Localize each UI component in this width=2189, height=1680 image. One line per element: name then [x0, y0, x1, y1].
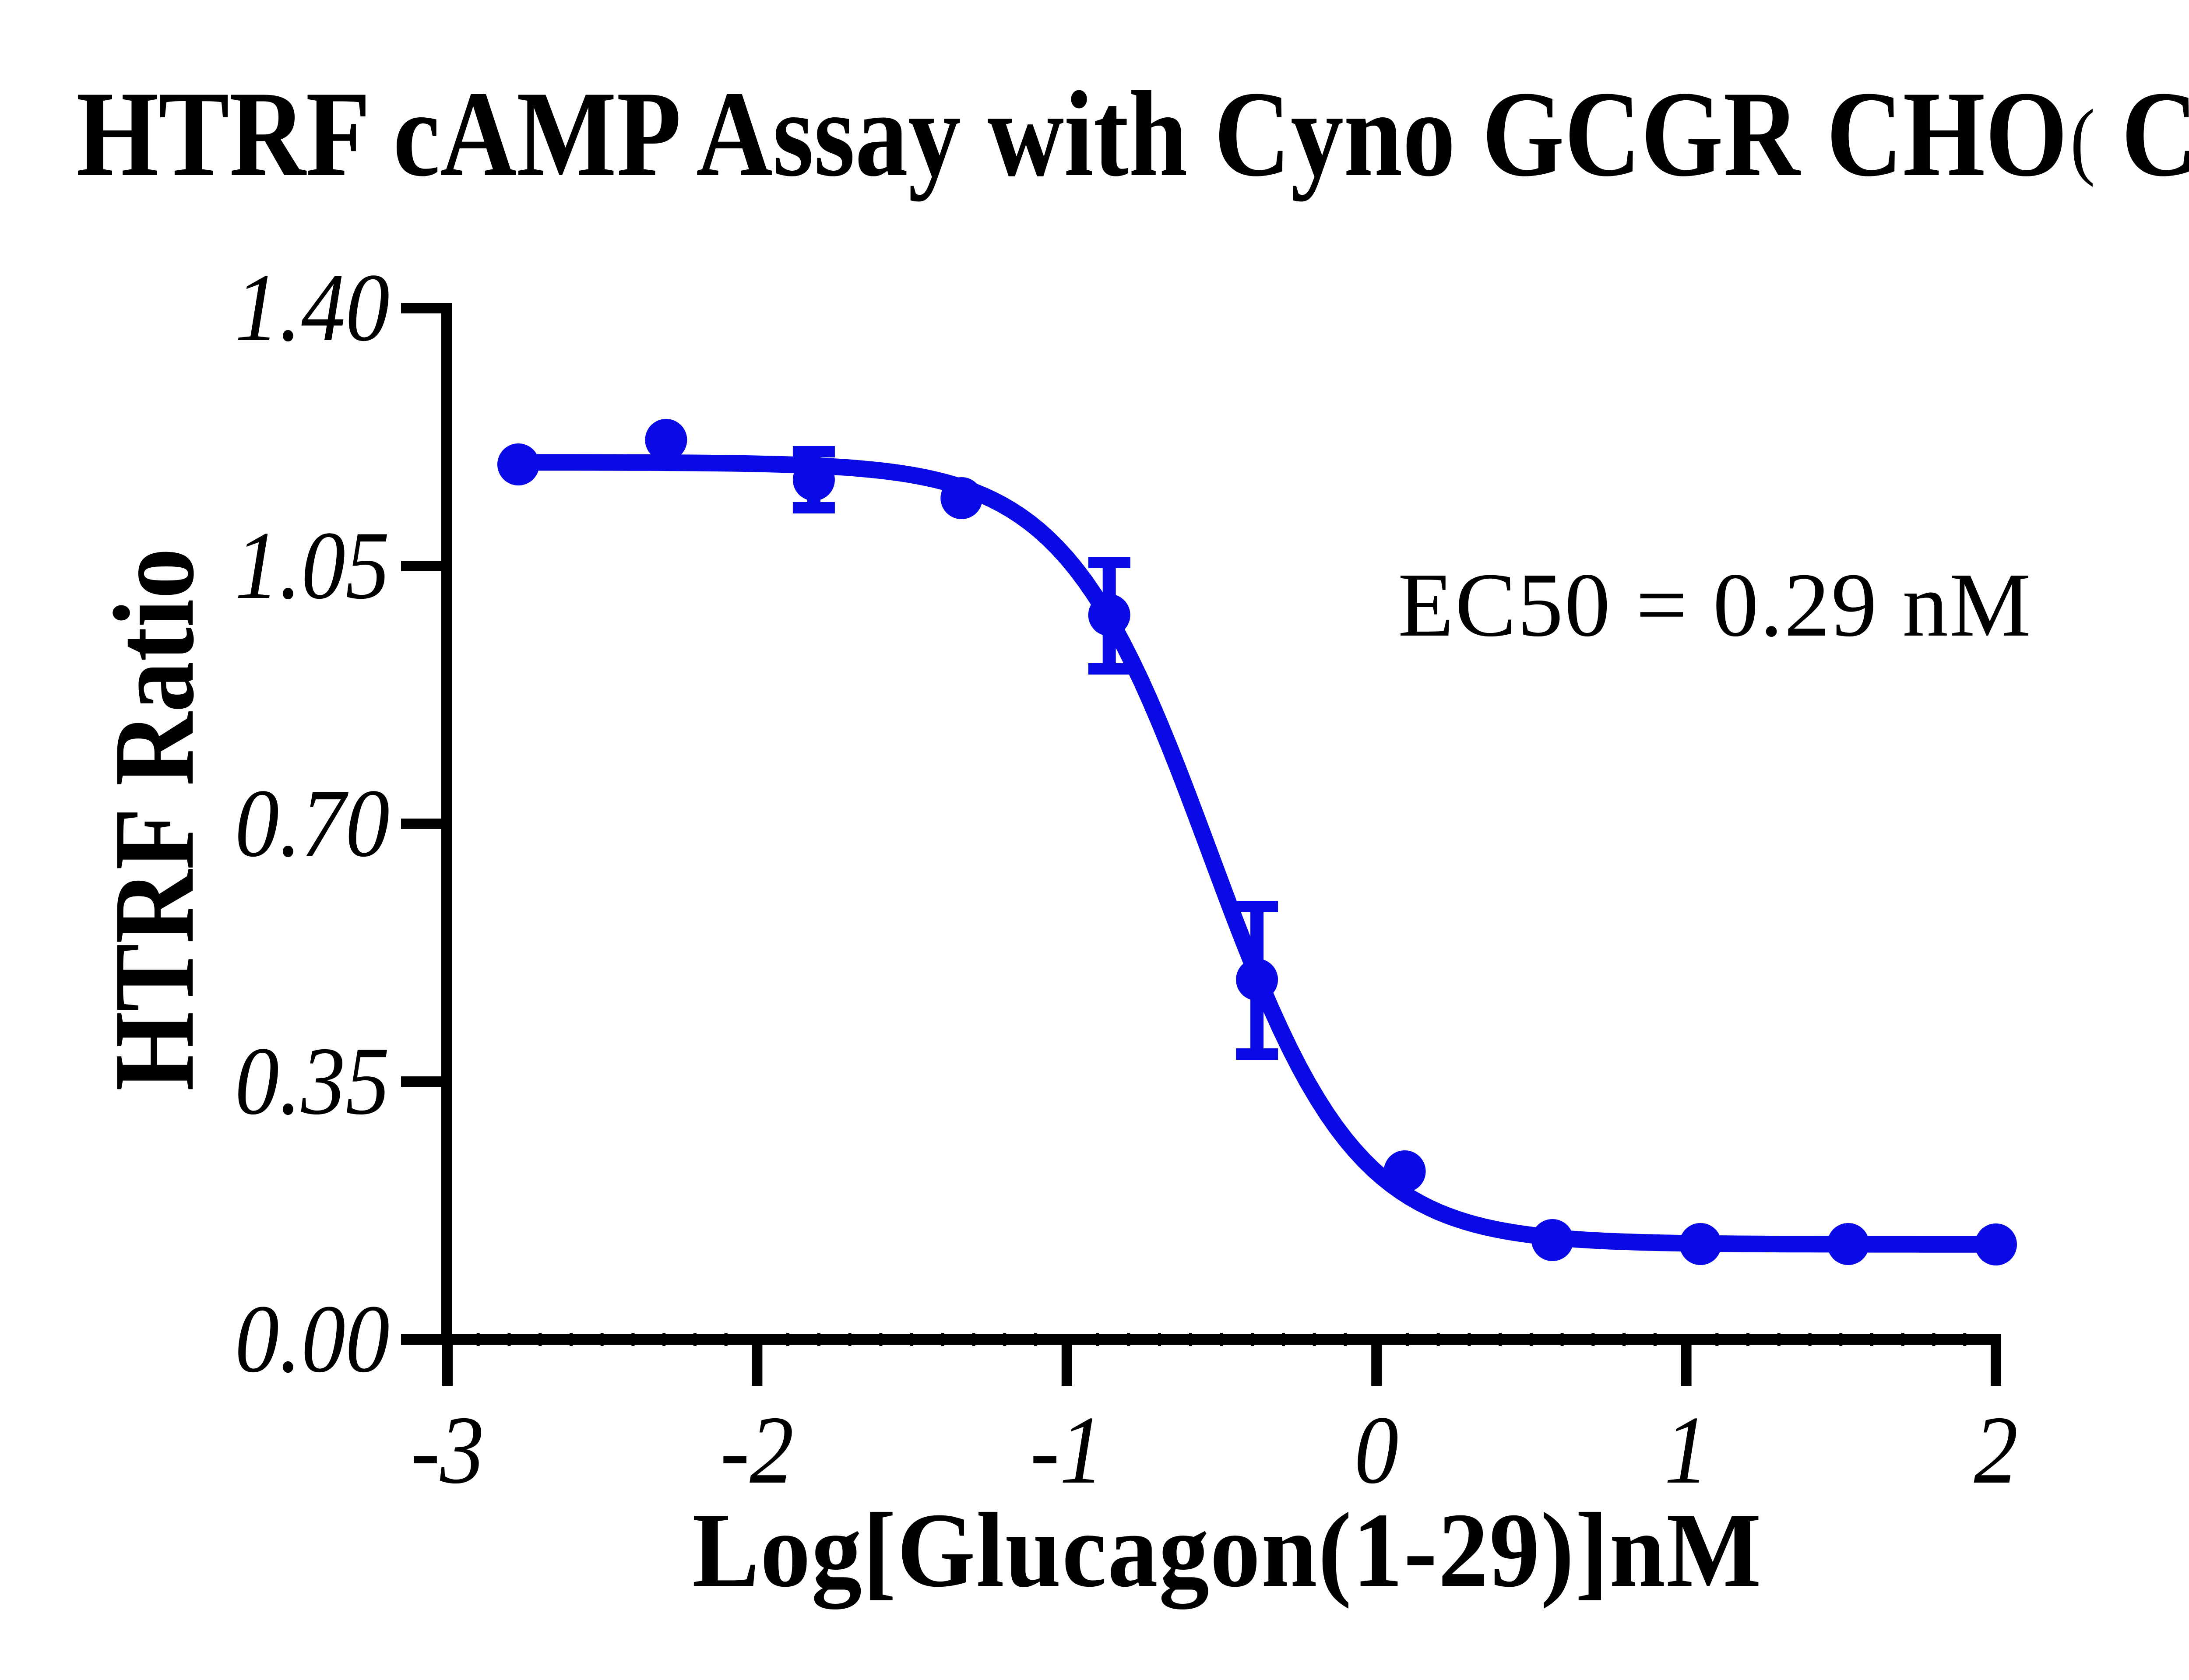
- svg-text:Log[Glucagon(1-29)]nM: Log[Glucagon(1-29)]nM: [692, 1491, 1762, 1610]
- svg-text:-1: -1: [1030, 1396, 1104, 1504]
- svg-text:1.05: 1.05: [235, 511, 390, 619]
- svg-text:HTRF cAMP Assay with Cyno GCGR: HTRF cAMP Assay with Cyno GCGR CHO(C10): [76, 66, 2189, 202]
- svg-text:EC50 = 0.29 nM: EC50 = 0.29 nM: [1398, 555, 2032, 656]
- svg-text:HTRF Ratio: HTRF Ratio: [90, 548, 218, 1091]
- svg-text:-2: -2: [720, 1396, 794, 1504]
- svg-text:0.70: 0.70: [235, 769, 390, 877]
- svg-text:0.00: 0.00: [235, 1285, 390, 1392]
- svg-text:0: 0: [1354, 1396, 1398, 1504]
- svg-text:-3: -3: [411, 1396, 484, 1504]
- svg-text:0.35: 0.35: [235, 1027, 390, 1135]
- svg-text:1.40: 1.40: [235, 253, 390, 361]
- svg-text:1: 1: [1664, 1396, 1708, 1504]
- svg-text:2: 2: [1974, 1396, 2018, 1504]
